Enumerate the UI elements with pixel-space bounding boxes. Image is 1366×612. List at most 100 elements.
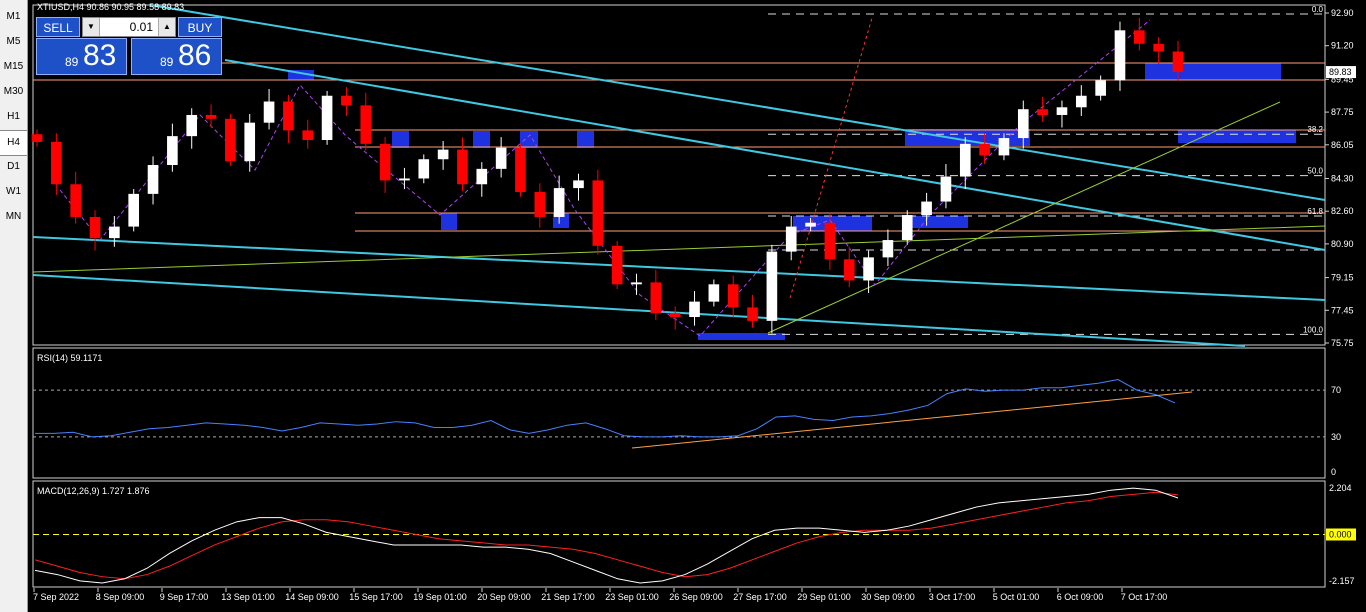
current-price-label: 89.83 — [1329, 67, 1352, 77]
candle-body — [805, 222, 816, 227]
candle-body — [631, 282, 642, 285]
main-panel-frame — [32, 4, 1326, 346]
candle-body — [785, 226, 797, 252]
price-axis-label: 87.75 — [1331, 107, 1354, 117]
macd-main-line — [34, 487, 1179, 584]
timeframe-m1[interactable]: M1 — [6, 11, 21, 22]
supply-demand-zone — [1145, 63, 1281, 80]
zigzag-line — [59, 19, 1151, 337]
candle-body — [553, 188, 565, 217]
candle-body — [167, 136, 178, 166]
candle-body — [863, 257, 874, 281]
rsi-axis-label: 30 — [1331, 432, 1341, 442]
candle-body — [1095, 80, 1106, 96]
current-price-marker — [1326, 66, 1356, 79]
candle-body — [1056, 107, 1068, 115]
sell-price-small: 89 — [65, 55, 79, 69]
macd-zero-label: 0.000 — [1329, 529, 1352, 539]
timeframe-d1[interactable]: D1 — [7, 161, 20, 172]
candle-body — [998, 138, 1010, 156]
timeframe-w1[interactable]: W1 — [6, 186, 21, 197]
candle-body — [766, 251, 778, 321]
channel-line — [32, 236, 1326, 301]
price-axis-label: 86.05 — [1331, 140, 1354, 150]
buy-button[interactable]: BUY — [178, 17, 222, 37]
buy-price-big: 86 — [178, 39, 212, 72]
candle-body — [70, 184, 81, 217]
timeframe-m15[interactable]: M15 — [3, 61, 24, 72]
candle-body — [244, 122, 256, 162]
candle-body — [1172, 51, 1184, 73]
timeframe-mn[interactable]: MN — [5, 211, 22, 222]
candle-body — [689, 301, 700, 318]
sell-button[interactable]: SELL — [36, 17, 80, 37]
candle-body — [1017, 109, 1029, 139]
timeframe-h1[interactable]: H1 — [7, 111, 20, 122]
candle-body — [360, 105, 372, 144]
channel-line — [224, 59, 1326, 251]
timeframe-h4[interactable]: H4 — [0, 130, 27, 156]
time-axis: 7 Sep 2022 8 Sep 09:00 9 Sep 17:00 13 Sep 0… — [33, 588, 1167, 602]
candle-body — [1037, 109, 1048, 115]
one-click-trading-panel: SELL ▼ 0.01 ▲ BUY 89 83 89 86 — [36, 17, 222, 75]
buy-price[interactable]: 89 86 — [131, 38, 222, 75]
lot-decrease-icon[interactable]: ▼ — [83, 18, 100, 36]
lot-size-input[interactable]: 0.01 — [129, 20, 153, 34]
supply-demand-zone — [908, 216, 968, 228]
time-axis-label: 9 Sep 17:00 — [160, 592, 209, 602]
supply-demand-zone — [473, 131, 490, 148]
candle-body — [437, 149, 449, 160]
support-trend-line — [32, 225, 1326, 273]
time-axis-label: 8 Sep 09:00 — [96, 592, 145, 602]
candle-body — [1134, 30, 1145, 44]
price-axis-label: 84.30 — [1331, 173, 1354, 183]
time-axis-label: 26 Sep 09:00 — [669, 592, 723, 602]
candle-body — [379, 143, 391, 181]
candle-body — [1114, 30, 1126, 81]
time-axis-label: 14 Sep 09:00 — [285, 592, 339, 602]
supply-demand-zone — [392, 131, 409, 148]
rsi-line — [35, 379, 1176, 438]
supply-demand-zone — [905, 129, 1030, 146]
fibonacci-level-label: 38.2 — [1307, 125, 1323, 134]
fibonacci-level-label: 50.0 — [1307, 167, 1323, 176]
timeframe-m30[interactable]: M30 — [3, 86, 24, 97]
lot-increase-icon[interactable]: ▲ — [158, 18, 175, 36]
buy-price-small: 89 — [160, 55, 174, 69]
candle-body — [302, 130, 314, 140]
supply-demand-zone — [698, 333, 785, 340]
candle-body — [747, 307, 758, 321]
macd-bottom-label: -2.157 — [1329, 576, 1355, 586]
time-axis-label: 3 Oct 17:00 — [929, 592, 976, 602]
sell-price[interactable]: 89 83 — [36, 38, 127, 75]
candle-body — [979, 143, 990, 156]
candle-body — [592, 180, 604, 246]
channel-line — [149, 4, 1326, 201]
main-price-panel: 92.90 91.20 89.45 87.75 86.05 84.30 82.60 80.90… — [31, 4, 1356, 348]
candle-body — [921, 201, 932, 216]
macd-top-label: 2.204 — [1329, 483, 1352, 493]
candle-body — [476, 168, 488, 185]
candle-body — [225, 118, 236, 162]
time-axis-label: 23 Sep 01:00 — [605, 592, 659, 602]
timeframe-m5[interactable]: M5 — [6, 36, 21, 47]
lot-size-stepper[interactable]: ▼ 0.01 ▲ — [82, 17, 176, 37]
macd-signal-line — [34, 491, 1179, 580]
price-axis-label: 92.90 — [1331, 8, 1354, 18]
supply-demand-zone — [1178, 130, 1296, 143]
candle-body — [109, 226, 120, 239]
fibonacci-level-label: 100.0 — [1303, 325, 1324, 334]
price-axis-label: 80.90 — [1331, 239, 1354, 249]
supply-demand-zone — [288, 70, 314, 80]
candle-body — [843, 259, 855, 281]
candle-body — [727, 284, 739, 308]
projection-line — [789, 17, 873, 299]
candle-body — [901, 215, 913, 241]
candle-body — [51, 141, 62, 185]
macd-panel: 0.000 2.204 -2.157 — [32, 480, 1356, 588]
price-axis-label: 82.60 — [1331, 206, 1354, 216]
candle-body — [399, 178, 410, 181]
time-axis-label: 19 Sep 01:00 — [413, 592, 467, 602]
time-axis-label: 6 Oct 09:00 — [1057, 592, 1104, 602]
